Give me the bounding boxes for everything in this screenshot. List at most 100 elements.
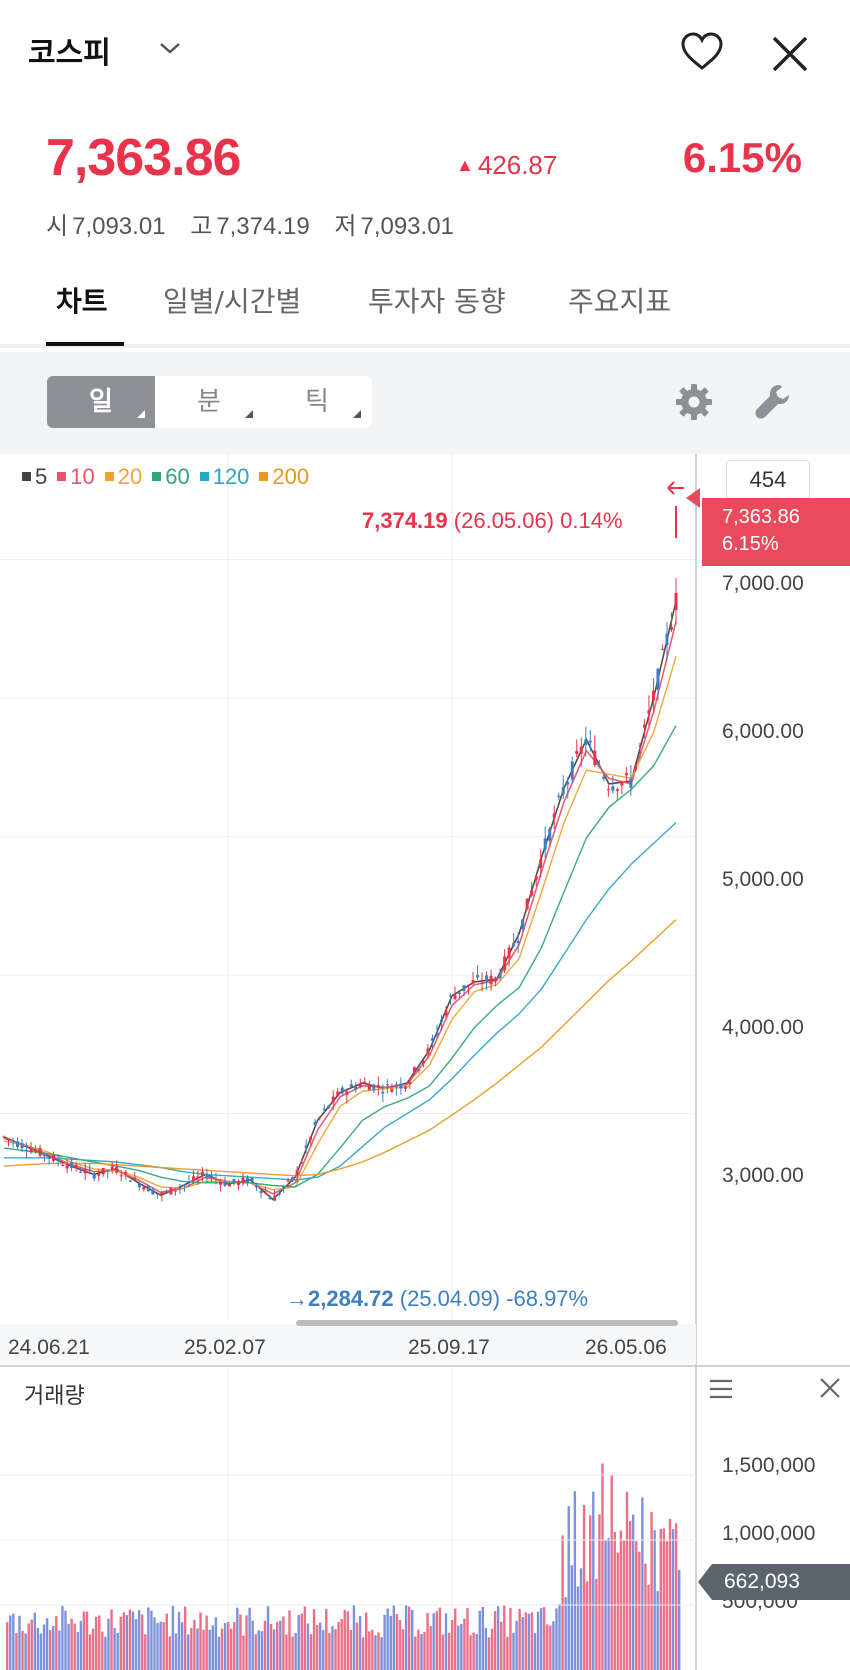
volume-bar: [119, 1616, 122, 1670]
volume-bar: [619, 1530, 623, 1670]
candle-body: [146, 1185, 150, 1192]
candle-body: [435, 1032, 439, 1036]
candle-body: [376, 1085, 380, 1088]
candle-body: [214, 1178, 218, 1180]
tab-investor-trend[interactable]: 투자자 동향: [368, 285, 506, 318]
candle-body: [7, 1138, 11, 1140]
candle-body: [530, 889, 534, 896]
legend-swatch: [104, 472, 114, 481]
candle-body: [173, 1190, 177, 1192]
candle-body: [70, 1162, 74, 1168]
candle-body: [575, 751, 579, 755]
volume-bar: [116, 1632, 119, 1670]
gear-icon[interactable]: [674, 382, 714, 422]
volume-bar: [162, 1622, 165, 1670]
heart-icon[interactable]: [680, 32, 724, 72]
volume-bar: [536, 1611, 540, 1670]
legend-swatch: [199, 472, 209, 481]
period-tick-button[interactable]: 틱: [263, 376, 371, 428]
tab-key-indicators[interactable]: 주요지표: [568, 285, 672, 318]
period-minute-button[interactable]: 분: [155, 376, 263, 428]
volume-bar: [85, 1611, 89, 1670]
close-volume-icon[interactable]: [818, 1376, 842, 1400]
candle-body: [182, 1184, 186, 1186]
volume-bar: [159, 1621, 162, 1670]
volume-bar: [318, 1622, 322, 1670]
candle-body: [331, 1096, 335, 1103]
candle-body: [228, 1183, 232, 1187]
candle-body: [286, 1180, 290, 1182]
volume-bar: [153, 1617, 156, 1670]
volume-bar: [490, 1628, 494, 1670]
volume-y-label: 1,000,000: [722, 1522, 816, 1545]
volume-bar: [444, 1613, 448, 1670]
candle-body: [119, 1175, 123, 1177]
candle-body: [656, 668, 660, 690]
candle-body: [246, 1177, 250, 1184]
volume-bar: [383, 1614, 386, 1670]
volume-bar: [407, 1606, 411, 1670]
candle-count-box[interactable]: 454: [726, 460, 810, 500]
tab-chart[interactable]: 차트: [56, 285, 108, 318]
volume-bar: [493, 1611, 497, 1670]
candle-body: [200, 1171, 204, 1176]
volume-bar: [134, 1619, 138, 1670]
candle-body: [408, 1081, 412, 1085]
volume-bar: [466, 1608, 469, 1670]
candle-body: [268, 1197, 272, 1200]
volume-bar: [306, 1623, 310, 1670]
candle-body: [412, 1067, 416, 1073]
candle-body: [674, 593, 678, 610]
volume-bar: [503, 1605, 506, 1670]
volume-bar: [309, 1634, 313, 1670]
period-daily-button[interactable]: 일: [47, 376, 155, 428]
candle-body: [498, 974, 502, 979]
low-annotation-detail: (25.04.09) -68.97%: [399, 1286, 589, 1311]
volume-bar: [472, 1632, 475, 1670]
legend-swatch: [259, 472, 269, 481]
candle-body: [471, 980, 475, 984]
candle-body: [593, 750, 597, 766]
volume-bar: [601, 1463, 604, 1670]
volume-bar: [420, 1634, 423, 1670]
price-change-value: 426.87: [477, 150, 558, 180]
index-title[interactable]: 코스피: [28, 36, 111, 71]
candle-body: [570, 761, 574, 780]
close-icon[interactable]: [770, 34, 810, 74]
candle-body: [507, 947, 511, 958]
volume-bar: [343, 1609, 346, 1670]
volume-bar: [174, 1633, 178, 1670]
volume-bar: [355, 1622, 359, 1670]
volume-bar: [325, 1608, 328, 1670]
legend-swatch: [22, 472, 31, 481]
candle-body: [444, 1010, 448, 1016]
volume-bar: [628, 1520, 632, 1670]
price-chart[interactable]: [0, 454, 850, 1670]
candle-body: [277, 1192, 281, 1195]
volume-bar: [168, 1636, 172, 1670]
volume-bar: [70, 1618, 73, 1670]
candle-body: [588, 740, 592, 743]
candle-body: [453, 994, 457, 1000]
volume-bar: [404, 1605, 408, 1670]
candle-body: [584, 739, 588, 745]
menu-icon[interactable]: [708, 1378, 734, 1400]
candle-body: [512, 942, 516, 947]
chevron-down-icon[interactable]: [158, 40, 182, 56]
volume-bar: [251, 1620, 254, 1670]
volume-bar: [147, 1607, 150, 1670]
candle-body: [399, 1083, 403, 1089]
y-tick-label: 6,000.00: [722, 720, 804, 743]
volume-bar: [6, 1622, 9, 1670]
candle-body: [282, 1186, 286, 1189]
volume-bar: [165, 1613, 168, 1670]
volume-bar: [55, 1616, 58, 1670]
tab-daily-hourly[interactable]: 일별/시간별: [163, 285, 302, 318]
volume-bar: [331, 1626, 334, 1670]
volume-bar: [674, 1523, 678, 1670]
wrench-icon[interactable]: [753, 382, 793, 422]
volume-bar: [260, 1631, 264, 1670]
volume-bar: [211, 1625, 214, 1670]
volume-bar: [635, 1541, 638, 1670]
volume-bar: [395, 1614, 399, 1670]
